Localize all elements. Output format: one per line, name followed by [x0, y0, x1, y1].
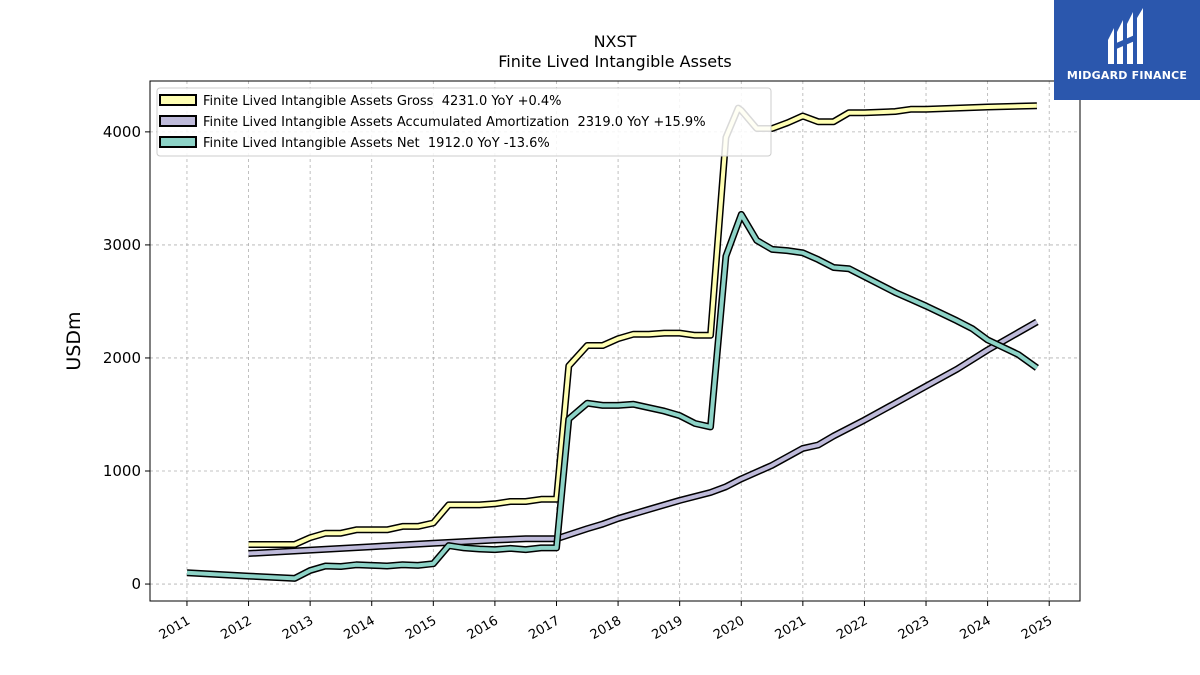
- x-tick-label: 2017: [526, 613, 562, 643]
- y-tick-label: 2000: [103, 349, 141, 367]
- x-tick-label: 2025: [1019, 613, 1055, 643]
- plot-frame: [149, 80, 1081, 602]
- y-tick-label: 3000: [103, 236, 141, 254]
- brand-logo: MIDGARD FINANCE: [1054, 0, 1200, 100]
- x-tick-label: 2022: [834, 613, 870, 643]
- legend-swatch: [159, 94, 197, 106]
- y-axis: 0 1000 2000 3000 4000: [103, 123, 150, 593]
- legend-label: Finite Lived Intangible Assets Accumulat…: [203, 115, 706, 130]
- x-tick-label: 2024: [957, 613, 993, 643]
- series-line-1: [248, 320, 1038, 556]
- x-tick-label: 2015: [403, 613, 439, 643]
- legend-label: Finite Lived Intangible Assets Net 1912.…: [203, 136, 550, 151]
- x-axis: 2011 2012 2013 2014 2015 2016 2017 2018 2019 2020…: [157, 601, 1055, 643]
- y-axis-label: USDm: [63, 311, 85, 370]
- x-tick-label: 2011: [157, 613, 193, 643]
- y-tick-label: 1000: [103, 462, 141, 480]
- x-tick-label: 2016: [465, 613, 501, 643]
- x-tick-label: 2014: [342, 613, 378, 643]
- x-tick-label: 2021: [773, 613, 809, 643]
- series-outline-0: [248, 102, 1037, 548]
- legend: Finite Lived Intangible Assets Gross 423…: [156, 87, 772, 157]
- brand-mark-icon: [1108, 8, 1143, 64]
- chart-title: NXST: [593, 32, 637, 51]
- legend-swatch: [159, 136, 197, 148]
- legend-box: [156, 87, 772, 157]
- y-tick-label: 0: [131, 575, 141, 593]
- legend-label: Finite Lived Intangible Assets Gross 423…: [203, 94, 562, 109]
- x-tick-label: 2019: [650, 613, 686, 643]
- x-tick-label: 2013: [280, 613, 316, 643]
- x-tick-label: 2020: [711, 613, 747, 643]
- x-tick-label: 2023: [896, 613, 932, 643]
- brand-name: MIDGARD FINANCE: [1066, 69, 1188, 82]
- series-line-0: [248, 103, 1037, 547]
- x-tick-label: 2018: [588, 613, 624, 643]
- series-outline-1: [248, 318, 1039, 557]
- series-line-2: [186, 212, 1039, 581]
- series-layer: [186, 102, 1039, 582]
- chart-subtitle: Finite Lived Intangible Assets: [498, 52, 732, 71]
- legend-swatch: [159, 115, 197, 127]
- y-tick-label: 4000: [103, 123, 141, 141]
- x-tick-label: 2012: [218, 613, 254, 643]
